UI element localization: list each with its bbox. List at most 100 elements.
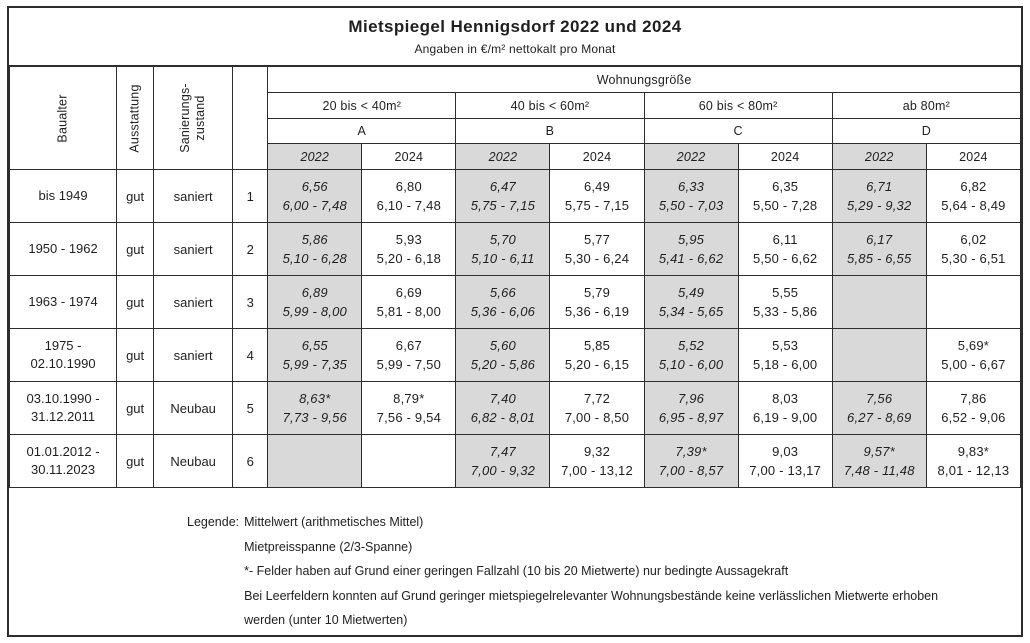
mean-value: 5,52 — [678, 338, 705, 353]
range-value: 7,00 - 13,12 — [561, 463, 633, 478]
range-value: 6,82 - 8,01 — [470, 410, 536, 425]
range-value: 5,99 - 8,00 — [282, 304, 347, 319]
rent-cell-2024: 6,35 5,50 - 7,28 — [737, 169, 833, 223]
rent-cell-2022: 9,57* 7,48 - 11,48 — [831, 434, 927, 488]
mean-value: 5,86 — [301, 232, 328, 247]
size-group-c-letter: C — [643, 118, 833, 144]
row-number-cell: 3 — [232, 275, 269, 329]
rent-cell-2022: 7,40 6,82 - 8,01 — [455, 381, 551, 435]
range-value: 5,85 - 6,55 — [847, 251, 912, 266]
range-value: 7,00 - 13,17 — [749, 463, 822, 478]
range-value: 5,99 - 7,50 — [376, 357, 442, 372]
rent-cell-2022: 7,47 7,00 - 9,32 — [455, 434, 551, 488]
year-header-2024: 2024 — [361, 143, 457, 170]
mean-value: 5,79 — [583, 285, 611, 300]
range-value: 6,19 - 9,00 — [752, 410, 818, 425]
col-header-sanierungszustand: Sanierungs- zustand — [153, 66, 234, 170]
baualter-cell: bis 1949 — [8, 169, 118, 223]
range-value: 7,73 - 9,56 — [282, 410, 347, 425]
year-header-2022: 2022 — [831, 143, 927, 170]
legend-line-asterisk-note: *- Felder haben auf Grund einer geringen… — [244, 564, 789, 578]
row-number-cell: 5 — [232, 381, 269, 435]
rent-cell-2024: 7,86 6,52 - 9,06 — [925, 381, 1022, 435]
rent-cell-2024: 5,77 5,30 - 6,24 — [549, 222, 645, 276]
mean-value: 5,93 — [395, 232, 422, 247]
rent-cell-2024: 6,49 5,75 - 7,15 — [549, 169, 645, 223]
page-title: Mietspiegel Hennigsdorf 2022 und 2024 — [348, 17, 682, 36]
mean-value: 9,32 — [583, 444, 611, 459]
ausstattung-cell: gut — [116, 434, 155, 488]
rent-cell-2024: 5,69* 5,00 - 6,67 — [925, 328, 1022, 382]
row-number-cell: 4 — [232, 328, 269, 382]
mean-value: 5,70 — [489, 232, 516, 247]
range-value: 5,50 - 7,03 — [658, 198, 724, 213]
rent-cell-2024: 9,32 7,00 - 13,12 — [549, 434, 645, 488]
year-header-2022: 2022 — [455, 143, 551, 170]
table-row: 03.10.1990 -31.12.2011 gut Neubau 5 8,63* 7,7… — [8, 381, 1022, 435]
range-value: 6,95 - 8,97 — [658, 410, 724, 425]
mean-value: 6,89 — [301, 285, 328, 300]
rent-cell-2022: 6,33 5,50 - 7,03 — [643, 169, 739, 223]
range-value: 5,64 - 8,49 — [941, 198, 1006, 213]
size-group-b-range: 40 bis < 60m² — [455, 92, 645, 119]
ausstattung-cell: gut — [116, 275, 155, 329]
rent-cell-2022: 6,47 5,75 - 7,15 — [455, 169, 551, 223]
legend-line-leerfelder-note-cont: werden (unter 10 Mietwerten) — [244, 613, 408, 627]
mean-value: 6,55 — [301, 338, 328, 353]
legend-line-mittelwert: Mittelwert (arithmetisches Mittel) — [244, 515, 424, 529]
mean-value: 8,03 — [772, 391, 799, 406]
mean-value: 7,56 — [866, 391, 893, 406]
rent-cell-2022: 5,49 5,34 - 5,65 — [643, 275, 739, 329]
rent-cell-2024: 8,79* 7,56 - 9,54 — [361, 381, 457, 435]
rent-cell-2024 — [361, 434, 457, 488]
rent-cell-2024: 9,83* 8,01 - 12,13 — [925, 434, 1022, 488]
range-value: 8,01 - 12,13 — [937, 463, 1010, 478]
baualter-cell: 1975 -02.10.1990 — [8, 328, 118, 382]
baualter-cell: 1950 - 1962 — [8, 222, 118, 276]
rent-cell-2022: 5,52 5,10 - 6,00 — [643, 328, 739, 382]
range-value: 5,81 - 8,00 — [376, 304, 442, 319]
ausstattung-cell: gut — [116, 381, 155, 435]
range-value: 5,20 - 6,18 — [376, 251, 442, 266]
size-group-b-letter: B — [455, 118, 645, 144]
col-header-ausstattung: Ausstattung — [116, 66, 155, 170]
rent-cell-2024: 6,02 5,30 - 6,51 — [925, 222, 1022, 276]
rent-cell-2022: 7,96 6,95 - 8,97 — [643, 381, 739, 435]
mean-value: 9,57* — [863, 444, 895, 459]
page-subtitle: Angaben in €/m² nettokalt pro Monat — [414, 42, 616, 56]
baualter-cell: 03.10.1990 -31.12.2011 — [8, 381, 118, 435]
mean-value: 6,02 — [960, 232, 987, 247]
baualter-cell: 01.01.2012 -30.11.2023 — [8, 434, 118, 488]
row-number-cell: 6 — [232, 434, 269, 488]
range-value: 5,36 - 6,19 — [564, 304, 630, 319]
range-value: 5,34 - 5,65 — [658, 304, 724, 319]
range-value: 5,10 - 6,28 — [282, 251, 347, 266]
rent-cell-2022: 8,63* 7,73 - 9,56 — [267, 381, 363, 435]
rent-cell-2022 — [831, 328, 927, 382]
rent-cell-2022: 5,86 5,10 - 6,28 — [267, 222, 363, 276]
zustand-cell: Neubau — [153, 434, 234, 488]
mean-value: 5,66 — [489, 285, 516, 300]
ausstattung-cell: gut — [116, 169, 155, 223]
mean-value: 5,55 — [772, 285, 799, 300]
rent-cell-2024: 8,03 6,19 - 9,00 — [737, 381, 833, 435]
range-value: 5,20 - 6,15 — [564, 357, 630, 372]
range-value: 5,75 - 7,15 — [564, 198, 630, 213]
mean-value: 6,49 — [583, 179, 611, 194]
mean-value: 9,03 — [772, 444, 799, 459]
mean-value: 7,86 — [960, 391, 987, 406]
rent-cell-2022 — [831, 275, 927, 329]
table-row: 1963 - 1974 gut saniert 3 6,89 5,99 - 8,00 6,6… — [8, 275, 1022, 329]
zustand-cell: Neubau — [153, 381, 234, 435]
wohnungsgroesse-header: Wohnungsgröße — [267, 66, 1021, 93]
mean-value: 5,49 — [678, 285, 705, 300]
mean-value: 6,82 — [960, 179, 987, 194]
mean-value: 6,33 — [678, 179, 705, 194]
rent-cell-2024: 6,69 5,81 - 8,00 — [361, 275, 457, 329]
range-value: 6,52 - 9,06 — [941, 410, 1006, 425]
zustand-cell: saniert — [153, 328, 234, 382]
year-header-2024: 2024 — [737, 143, 833, 170]
range-value: 7,00 - 8,50 — [564, 410, 630, 425]
mietspiegel-table-sheet: Mietspiegel Hennigsdorf 2022 und 2024 An… — [7, 6, 1023, 637]
size-group-d-range: ab 80m² — [831, 92, 1022, 119]
